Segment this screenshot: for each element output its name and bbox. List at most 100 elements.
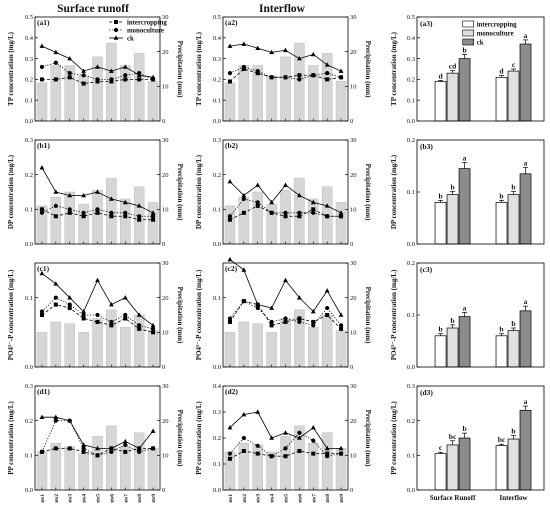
significance-letter: a: [524, 297, 528, 306]
y-tick-label: 0.1: [25, 97, 33, 104]
precipitation-bar: [92, 318, 103, 368]
bar-intercropping: [434, 453, 447, 491]
marker-square: [53, 302, 58, 307]
y-tick-label: 0.0: [407, 364, 415, 371]
marker-square: [67, 306, 72, 311]
x-tick-label: events3: [256, 494, 262, 503]
y-tick-label: 0.2: [25, 172, 33, 179]
marker-square: [123, 316, 128, 321]
marker-square: [227, 456, 232, 461]
marker-triangle: [310, 199, 316, 205]
marker-square: [39, 313, 44, 317]
marker-square: [297, 316, 302, 321]
marker-circle: [67, 207, 72, 212]
y-tick-label: 0.0: [213, 487, 221, 494]
marker-square: [53, 446, 58, 451]
precipitation-bar: [238, 65, 250, 122]
x-tick-label: events4: [82, 494, 88, 503]
precipitation-bar: [280, 318, 291, 368]
marker-triangle: [81, 68, 87, 73]
marker-triangle: [95, 64, 100, 69]
x-tick-label: events2: [54, 494, 60, 503]
precipitation-bar: [50, 65, 62, 122]
marker-triangle: [53, 281, 59, 286]
marker-triangle: [296, 192, 302, 198]
x-tick-label: events1: [40, 494, 46, 503]
marker-circle: [123, 73, 128, 78]
marker-circle: [137, 323, 142, 328]
y2-axis-label: Precipitation (mm): [364, 287, 372, 344]
legend-label-monoculture: monoculture: [477, 31, 514, 38]
series-line-intercropping: [229, 450, 342, 460]
y-tick-label: 0.4: [407, 35, 416, 42]
precipitation-bar: [78, 453, 89, 491]
x-tick-label: events1: [228, 494, 234, 503]
marker-triangle: [53, 189, 59, 194]
marker-circle: [283, 75, 288, 80]
y-axis-label: TP concentration (mg/L): [7, 31, 15, 106]
bar-intercropping: [434, 81, 447, 122]
y2-tick-label: 10: [350, 453, 357, 460]
y-tick-label: 0.1: [213, 97, 221, 104]
marker-square: [297, 449, 302, 453]
x-tick-label: events4: [270, 494, 276, 503]
marker-square: [297, 214, 302, 219]
y2-tick-label: 0: [350, 118, 353, 125]
marker-triangle: [67, 418, 73, 423]
precipitation-bar: [106, 425, 117, 491]
y2-axis-label: Precipitation (mm): [364, 164, 372, 221]
marker-triangle: [67, 192, 73, 198]
marker-circle: [255, 200, 260, 205]
marker-triangle: [324, 62, 330, 67]
marker-triangle: [241, 267, 247, 272]
bar-monoculture: [446, 194, 459, 245]
y-tick-label: 0.1: [213, 295, 221, 302]
y2-tick-label: 10: [162, 330, 169, 337]
marker-circle: [109, 77, 114, 82]
y-tick-label: 0.1: [25, 453, 33, 460]
marker-square: [67, 210, 72, 215]
marker-triangle: [150, 322, 156, 328]
marker-square: [123, 214, 128, 219]
y-tick-label: 0.1: [213, 207, 221, 214]
marker-triangle: [338, 210, 344, 215]
precipitation-bar: [120, 326, 131, 368]
marker-circle: [311, 73, 316, 78]
marker-triangle: [39, 43, 45, 48]
marker-circle: [269, 210, 274, 215]
y-tick-label: 0.0: [25, 241, 33, 248]
y-tick-label: 0.4: [213, 383, 222, 390]
marker-triangle: [296, 435, 302, 440]
marker-circle: [150, 326, 156, 331]
marker-circle: [255, 443, 260, 448]
bar-ck: [458, 316, 471, 368]
marker-circle: [67, 302, 72, 307]
marker-square: [325, 451, 330, 456]
marker-circle: [53, 60, 58, 65]
marker-square: [81, 449, 86, 454]
significance-letter: d: [438, 71, 443, 80]
y2-tick-label: 10: [162, 84, 169, 91]
marker-square: [311, 207, 316, 212]
marker-circle: [137, 449, 142, 454]
y2-tick-label: 0: [162, 241, 165, 248]
y2-tick-label: 10: [350, 330, 357, 337]
bar-monoculture: [446, 72, 459, 122]
precipitation-bar: [224, 82, 236, 122]
marker-square: [269, 323, 274, 328]
marker-circle: [269, 319, 274, 325]
panels-group: 0.0 0.1 0.2 0.3 0.4 0.5 0 10 20 30 (a1) TP concentr…: [7, 14, 545, 508]
y2-tick-label: 10: [350, 207, 357, 214]
marker-triangle: [108, 302, 114, 307]
y-tick-label: 0.1: [25, 207, 33, 214]
marker-circle: [53, 418, 58, 423]
marker-circle: [95, 207, 100, 212]
marker-triangle: [338, 68, 344, 73]
marker-circle: [297, 210, 302, 215]
marker-triangle: [283, 277, 288, 283]
